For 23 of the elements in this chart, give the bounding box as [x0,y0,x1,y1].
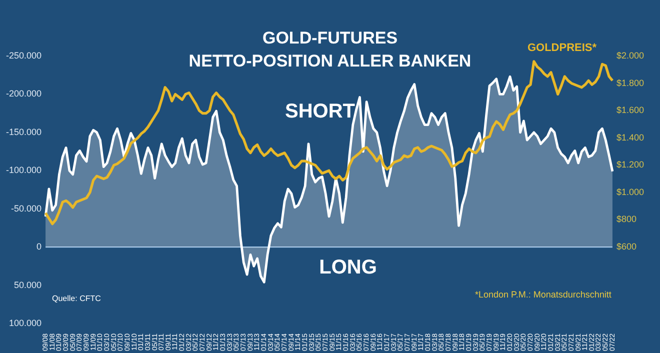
y-tick-label: 100.000 [8,318,42,328]
annotation: SHORT [285,100,355,123]
y-tick-label: -200.000 [6,88,42,99]
y-tick-label: 0 [36,242,42,252]
y-tick-label: 50.000 [14,280,42,290]
chart-title: GOLD-FUTURES [262,28,398,48]
y-tick-label: -50.000 [11,203,42,214]
y-tick-label: -250.000 [6,50,42,60]
y2-tick-label: $1.600 [616,105,644,116]
y2-tick-label: $1.200 [616,160,644,170]
y2-tick-label: $800 [616,214,637,224]
y-tick-label: -150.000 [6,126,42,137]
y2-tick-label: $1.800 [616,78,644,88]
annotation: Quelle: CFTC [52,294,102,304]
chart-subtitle: NETTO-POSITION ALLER BANKEN [188,52,472,71]
y-tick-label: -100.000 [6,165,42,176]
y2-tick-label: $2.000 [616,50,644,60]
annotation: *London P.M.: Monatsdurchschnitt [475,289,612,300]
y2-tick-label: $1.400 [616,132,644,142]
y2-tick-label: $600 [616,242,637,252]
series-label: GOLDPREIS* [527,42,598,54]
annotation: LONG [319,256,377,279]
y2-tick-label: $1.000 [616,186,644,197]
